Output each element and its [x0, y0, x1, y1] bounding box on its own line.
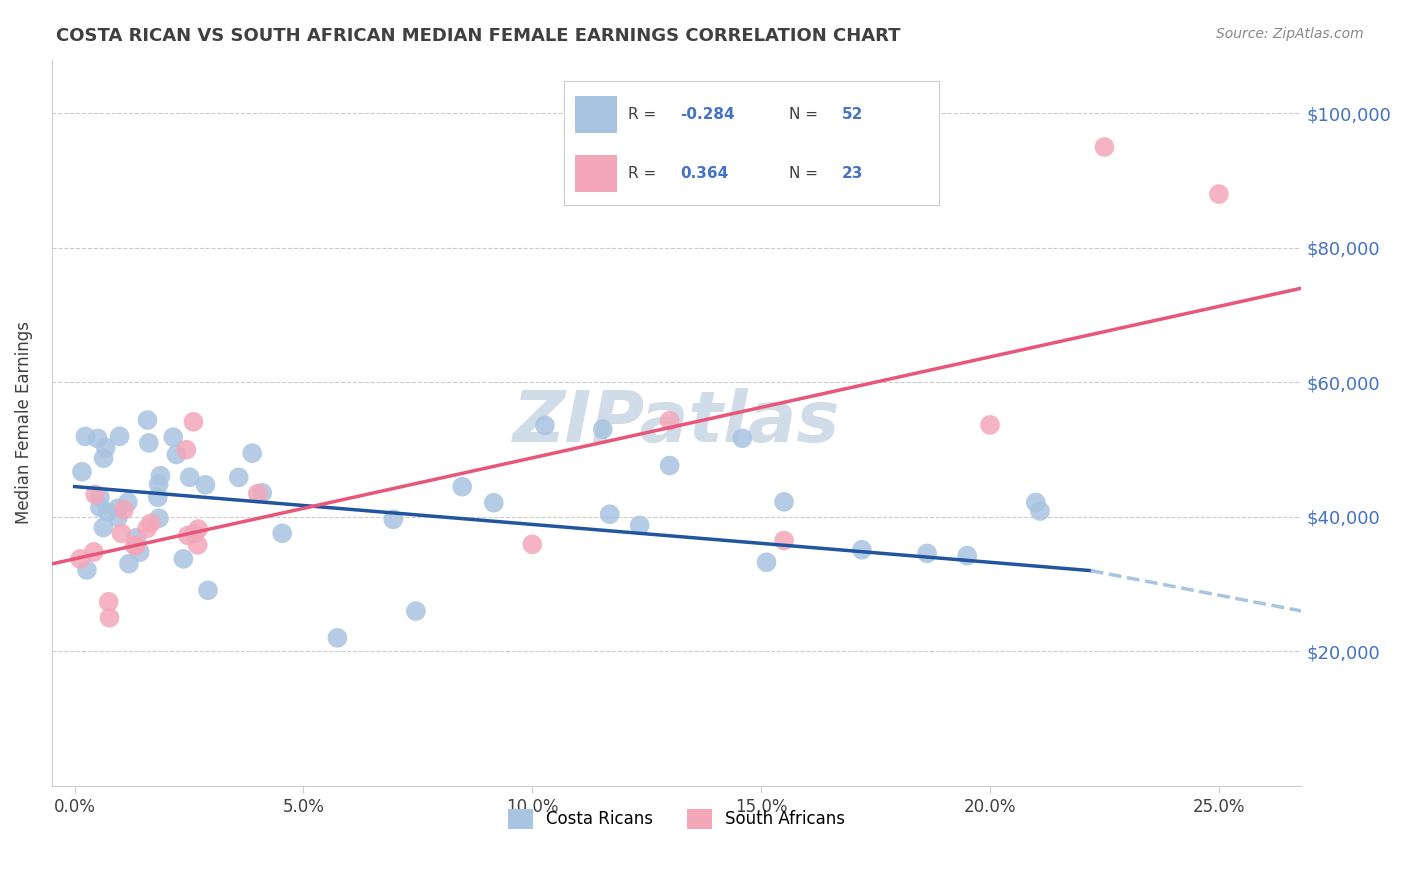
Point	[755, 555, 778, 569]
Point	[183, 415, 205, 429]
Point	[773, 533, 796, 548]
Point	[194, 477, 217, 491]
Point	[179, 470, 201, 484]
Point	[148, 477, 170, 491]
Point	[658, 414, 681, 428]
Point	[117, 495, 139, 509]
Point	[110, 526, 132, 541]
Point	[187, 538, 209, 552]
Point	[93, 451, 115, 466]
Point	[139, 516, 162, 531]
Point	[89, 500, 111, 515]
Point	[118, 557, 141, 571]
Point	[136, 522, 159, 536]
Point	[176, 442, 198, 457]
Point	[107, 501, 129, 516]
Point	[979, 417, 1001, 432]
Text: ZIPatlas: ZIPatlas	[513, 388, 841, 458]
Point	[172, 551, 194, 566]
Point	[138, 436, 160, 450]
Y-axis label: Median Female Earnings: Median Female Earnings	[15, 321, 32, 524]
Point	[69, 552, 91, 566]
Point	[592, 422, 614, 436]
Point	[246, 486, 269, 500]
Point	[70, 465, 93, 479]
Point	[124, 539, 146, 553]
Point	[84, 487, 107, 501]
Text: Source: ZipAtlas.com: Source: ZipAtlas.com	[1216, 27, 1364, 41]
Point	[108, 429, 131, 443]
Point	[534, 418, 557, 433]
Point	[98, 610, 121, 624]
Point	[125, 538, 148, 552]
Point	[915, 546, 938, 560]
Point	[599, 507, 621, 521]
Point	[1094, 140, 1116, 154]
Point	[240, 446, 263, 460]
Point	[1025, 495, 1047, 509]
Point	[522, 537, 544, 551]
Point	[731, 431, 754, 445]
Point	[451, 480, 474, 494]
Point	[94, 441, 117, 455]
Point	[96, 505, 118, 519]
Point	[76, 563, 98, 577]
Point	[93, 520, 115, 534]
Point	[482, 496, 505, 510]
Point	[197, 583, 219, 598]
Point	[1029, 504, 1052, 518]
Point	[112, 502, 135, 516]
Point	[956, 549, 979, 563]
Point	[1208, 187, 1230, 202]
Point	[326, 631, 349, 645]
Point	[125, 531, 148, 545]
Point	[851, 542, 873, 557]
Point	[773, 495, 796, 509]
Point	[97, 595, 120, 609]
Point	[128, 545, 150, 559]
Text: COSTA RICAN VS SOUTH AFRICAN MEDIAN FEMALE EARNINGS CORRELATION CHART: COSTA RICAN VS SOUTH AFRICAN MEDIAN FEMA…	[56, 27, 901, 45]
Point	[146, 490, 169, 504]
Point	[658, 458, 681, 473]
Point	[89, 490, 111, 504]
Point	[628, 518, 651, 533]
Point	[271, 526, 294, 541]
Point	[107, 510, 129, 524]
Point	[83, 545, 105, 559]
Point	[75, 429, 97, 443]
Point	[165, 447, 187, 461]
Point	[87, 432, 110, 446]
Point	[136, 413, 159, 427]
Point	[405, 604, 427, 618]
Point	[183, 526, 205, 541]
Point	[177, 528, 200, 542]
Point	[187, 522, 209, 536]
Point	[250, 485, 273, 500]
Point	[148, 511, 170, 525]
Point	[228, 470, 250, 484]
Legend: Costa Ricans, South Africans: Costa Ricans, South Africans	[502, 802, 852, 836]
Point	[162, 430, 184, 444]
Point	[149, 468, 172, 483]
Point	[382, 512, 405, 526]
